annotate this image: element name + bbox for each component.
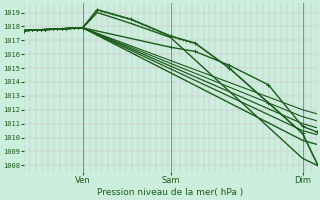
X-axis label: Pression niveau de la mer( hPa ): Pression niveau de la mer( hPa ) bbox=[98, 188, 244, 197]
